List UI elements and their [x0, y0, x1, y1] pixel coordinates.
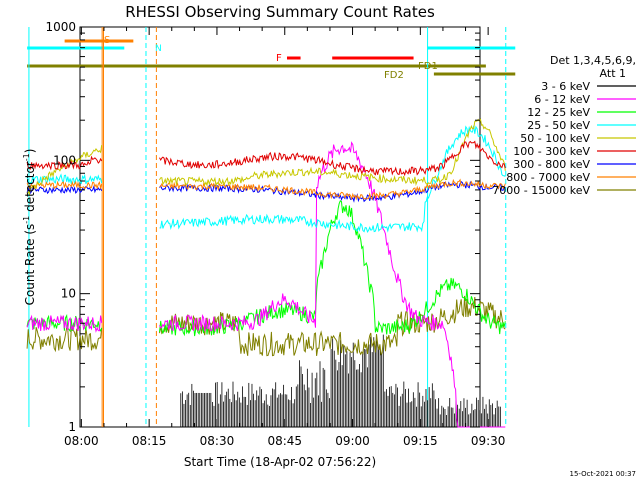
series-line	[26, 180, 103, 190]
x-axis-label: Start Time (18-Apr-02 07:56:22)	[184, 455, 376, 469]
series-line	[26, 325, 103, 353]
x-tick-label-09:00: 09:00	[335, 434, 370, 448]
flag-label-f: F	[276, 53, 282, 64]
legend-subtitle: Att 1	[600, 67, 626, 80]
x-tick-label-08:45: 08:45	[267, 434, 302, 448]
flag-bars	[27, 39, 516, 76]
y-axis-label-sup1: -1	[22, 216, 31, 224]
y-axis-label-end: )	[23, 149, 37, 154]
x-tick-label-08:15: 08:15	[132, 434, 167, 448]
flag-label-fd2: FD2	[384, 70, 404, 81]
legend-label-6: 300 - 800 keV	[513, 158, 590, 171]
series-line	[159, 295, 506, 357]
series-6-12-kev	[26, 141, 506, 428]
legend-label-7: 800 - 7000 keV	[506, 171, 590, 184]
y-axis-label: Count Rate (s-1 detector-1)	[22, 149, 37, 306]
series-line	[159, 200, 506, 337]
legend-label-8: 7000 - 15000 keV	[492, 184, 590, 197]
flag-label-n: N	[155, 44, 162, 54]
flag-label-s: S	[104, 35, 110, 46]
legend-label-0: 3 - 6 keV	[541, 80, 590, 93]
series-line	[26, 314, 103, 333]
series-line	[26, 185, 103, 195]
y-axis-ticks: 1 10 100 1000	[45, 20, 480, 434]
series-line	[159, 178, 506, 201]
x-tick-label-08:30: 08:30	[200, 434, 235, 448]
series-3-6-kev	[180, 334, 501, 427]
series-line	[159, 141, 506, 428]
attenuator-night-lines	[28, 27, 507, 427]
series-line	[159, 125, 506, 234]
count-rate-series	[26, 118, 506, 428]
y-tick-label-1000: 1000	[45, 20, 76, 34]
y-axis-label-sup2: -1	[22, 153, 31, 161]
plot-frame	[79, 26, 481, 428]
legend-title: Det 1,3,4,5,6,9,	[550, 54, 636, 67]
y-tick-label-10: 10	[61, 287, 76, 301]
series-7000-15000-kev	[26, 295, 506, 357]
series-800-7000-kev	[26, 178, 506, 201]
footer-timestamp: 15-Oct-2021 00:37	[570, 470, 636, 478]
y-tick-label-100: 100	[53, 153, 76, 167]
series-line	[159, 140, 506, 177]
x-tick-label-08:00: 08:00	[64, 434, 99, 448]
legend-label-5: 100 - 300 keV	[513, 145, 590, 158]
chart-title: RHESSI Observing Summary Count Rates	[125, 3, 435, 21]
x-axis-ticks: 08:00 08:15 08:30 08:45 09:00 09:15 09:30	[64, 27, 505, 448]
y-axis-label-mid: detector	[23, 161, 37, 216]
legend-label-4: 50 - 100 keV	[520, 132, 590, 145]
x-tick-label-09:30: 09:30	[471, 434, 506, 448]
series-25-50-kev	[26, 125, 506, 234]
legend-label-1: 6 - 12 keV	[534, 93, 590, 106]
series-100-300-kev	[26, 140, 506, 177]
series-line	[159, 118, 506, 187]
x-tick-label-09:15: 09:15	[403, 434, 438, 448]
legend-label-3: 25 - 50 keV	[527, 119, 590, 132]
y-tick-label-1: 1	[68, 420, 76, 434]
series-line	[26, 173, 103, 186]
flag-label-fd1: FD1	[418, 61, 438, 72]
series-line	[26, 155, 103, 171]
legend-label-2: 12 - 25 keV	[527, 106, 590, 119]
y-axis-label-main: Count Rate (s	[23, 224, 37, 306]
